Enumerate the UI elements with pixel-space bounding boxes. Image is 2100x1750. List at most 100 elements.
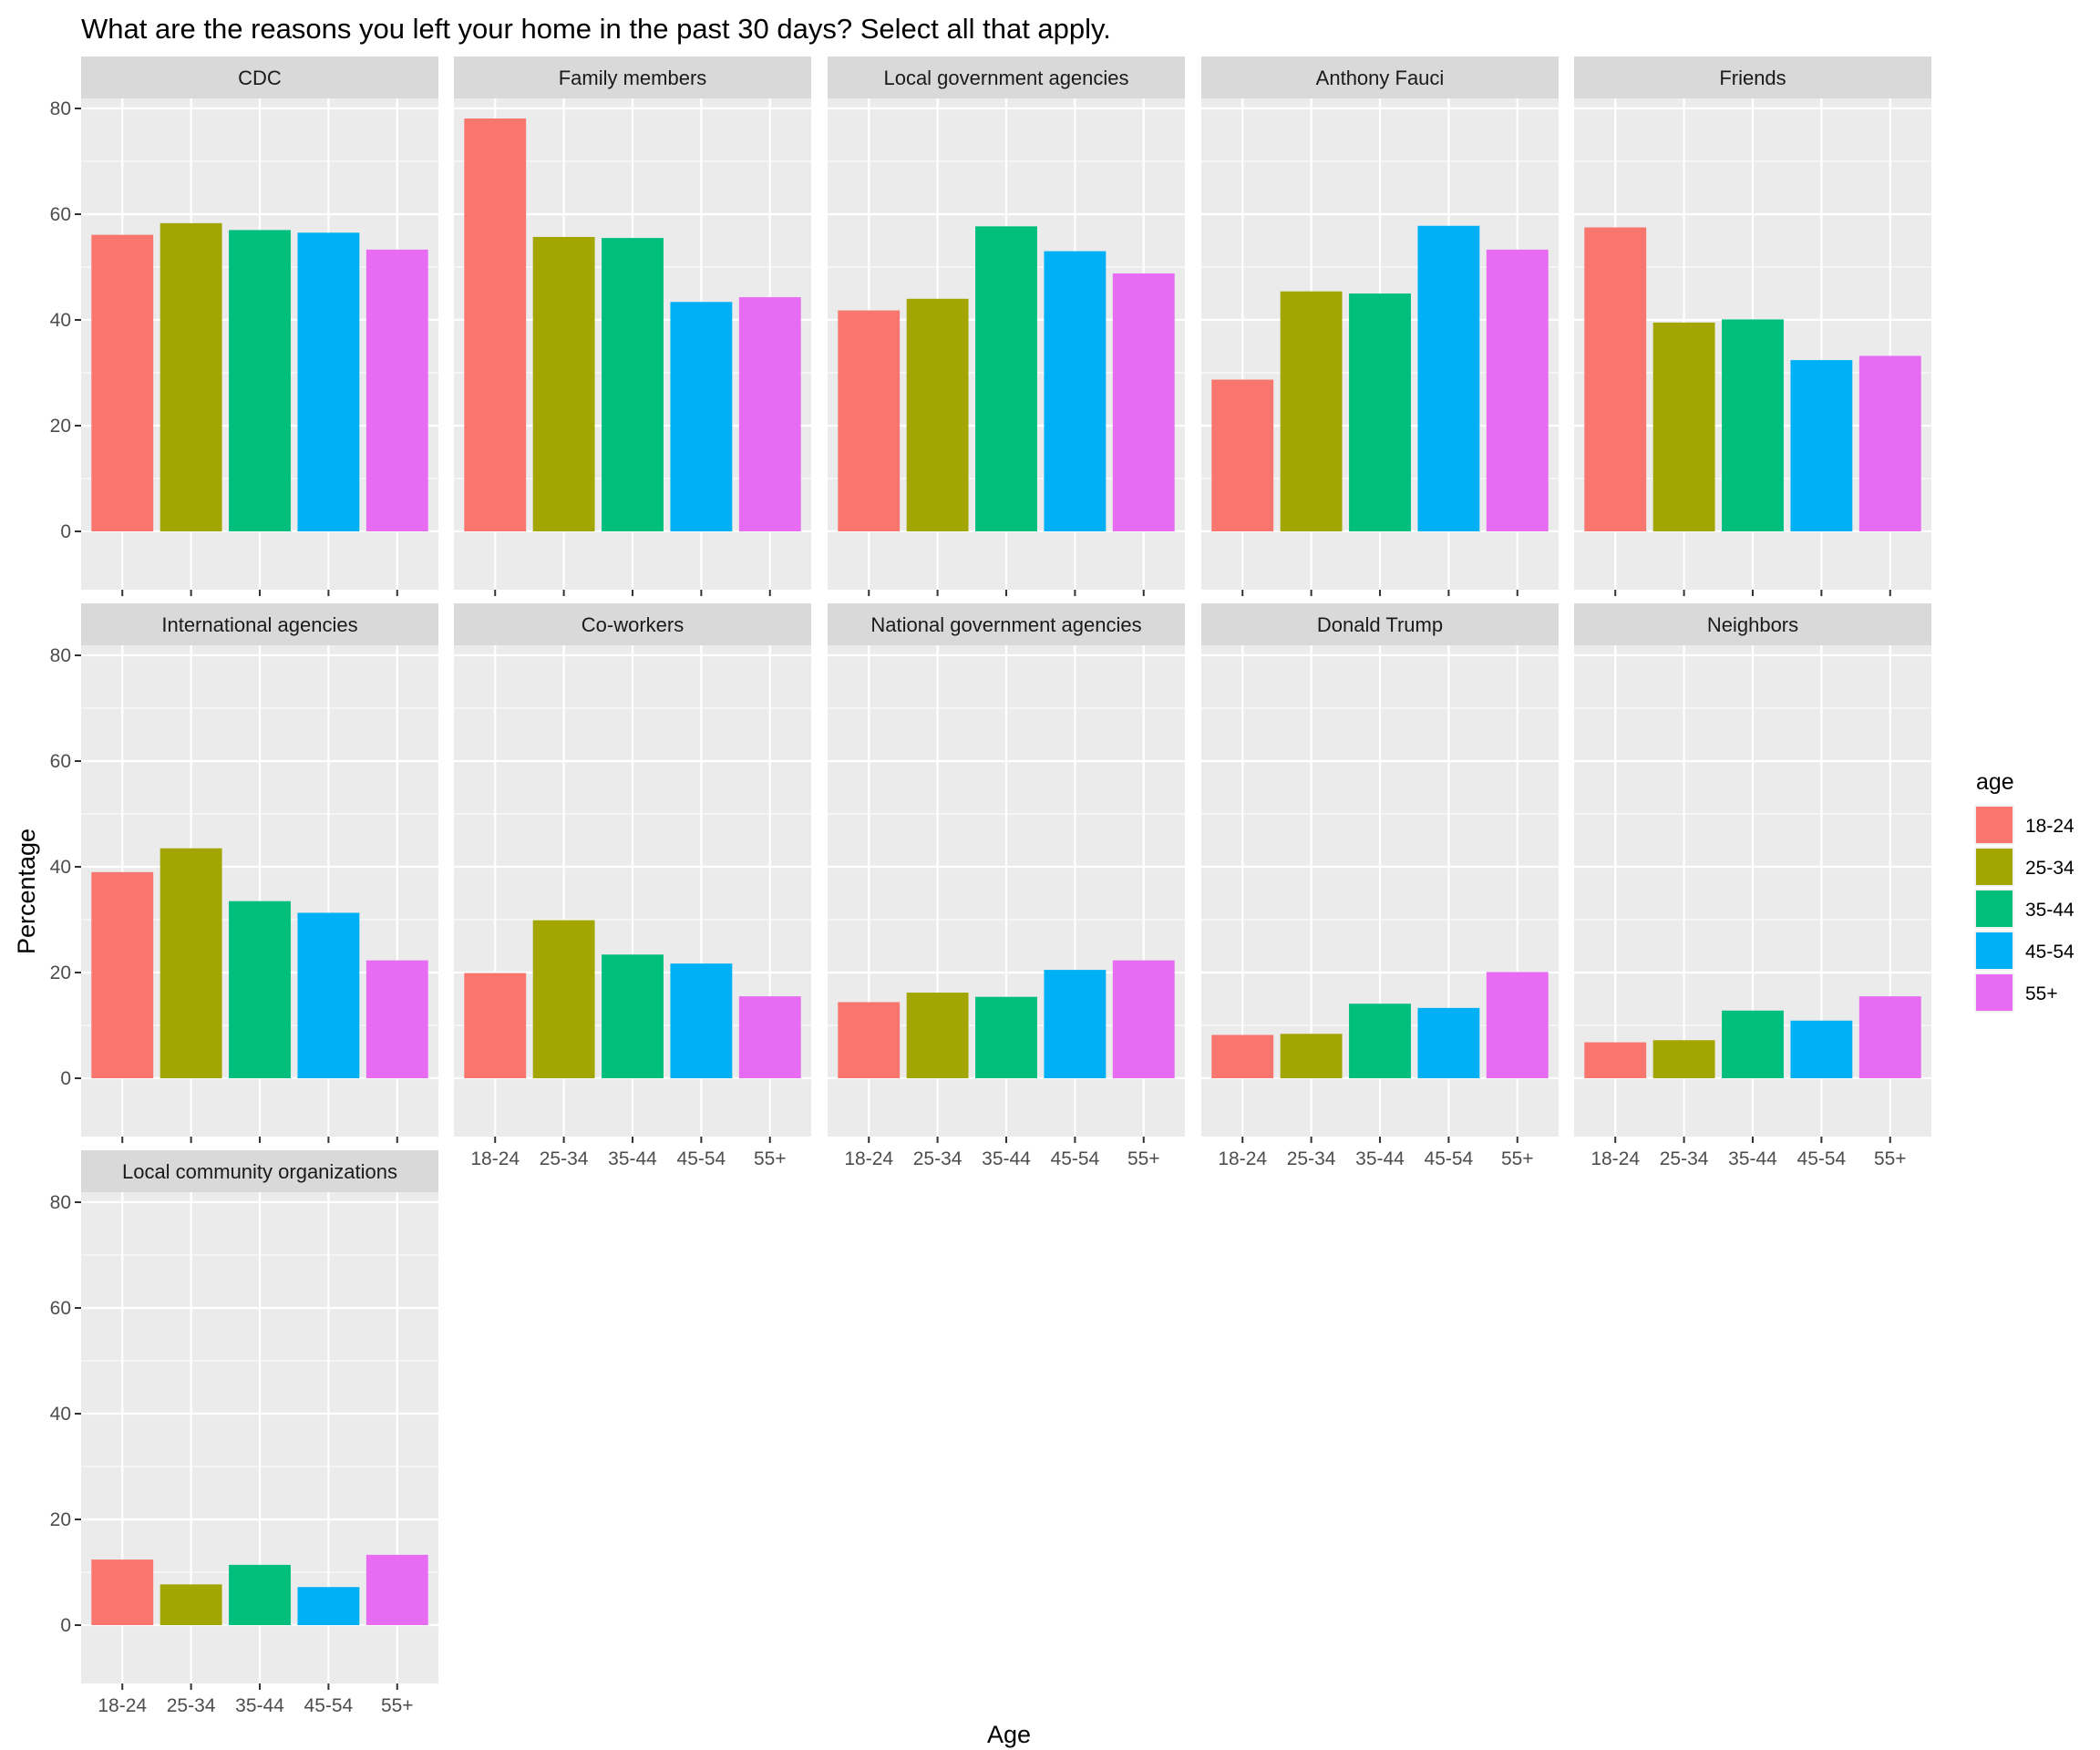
facet-strip-label: Co-workers xyxy=(582,613,684,636)
facet-strip-label: Neighbors xyxy=(1707,613,1798,636)
y-axis-title: Percentage xyxy=(13,829,40,954)
bar-local-community-organizations-45-54 xyxy=(297,1587,360,1625)
bar-international-agencies-35-44 xyxy=(229,901,291,1078)
y-tick-label: 60 xyxy=(50,751,71,772)
x-tick-label: 18-24 xyxy=(470,1148,520,1169)
bar-local-government-agencies-55+ xyxy=(1112,273,1175,531)
bar-co-workers-45-54 xyxy=(670,963,733,1078)
facet-strip xyxy=(454,603,811,645)
bar-friends-25-34 xyxy=(1652,322,1715,531)
x-tick-label: 25-34 xyxy=(540,1148,589,1169)
bar-cdc-18-24 xyxy=(91,234,154,531)
bar-anthony-fauci-55+ xyxy=(1486,249,1549,531)
bar-local-government-agencies-35-44 xyxy=(975,226,1037,531)
legend-swatch-45-54 xyxy=(1976,932,2012,969)
bar-national-government-agencies-35-44 xyxy=(975,996,1037,1078)
legend-swatch-55 xyxy=(1976,974,2012,1011)
bar-family-members-45-54 xyxy=(670,302,733,531)
bar-neighbors-45-54 xyxy=(1790,1020,1853,1078)
facet-strip xyxy=(454,57,811,98)
bar-international-agencies-55+ xyxy=(365,960,428,1078)
x-tick-label: 35-44 xyxy=(1355,1148,1405,1169)
x-tick-label: 25-34 xyxy=(167,1695,216,1716)
facet-strip-label: Family members xyxy=(559,67,707,89)
x-tick-label: 45-54 xyxy=(1051,1148,1100,1169)
y-tick-label: 20 xyxy=(50,416,71,437)
x-tick-label: 55+ xyxy=(1874,1148,1907,1169)
y-tick-label: 40 xyxy=(50,1404,71,1425)
bar-anthony-fauci-18-24 xyxy=(1211,379,1274,531)
bar-co-workers-25-34 xyxy=(532,920,595,1078)
bar-neighbors-18-24 xyxy=(1584,1042,1647,1078)
x-tick-label: 55+ xyxy=(1501,1148,1534,1169)
bar-local-community-organizations-35-44 xyxy=(229,1564,291,1625)
y-tick-label: 80 xyxy=(50,645,71,666)
facet-family-members: Family members xyxy=(454,57,811,596)
x-tick-label: 18-24 xyxy=(1590,1148,1640,1169)
bar-anthony-fauci-25-34 xyxy=(1280,291,1343,531)
bar-cdc-55+ xyxy=(365,249,428,531)
bar-neighbors-35-44 xyxy=(1722,1010,1784,1078)
bar-co-workers-55+ xyxy=(738,996,801,1078)
legend: age 18-24 25-34 35-44 45-54 55+ xyxy=(1974,769,2074,1013)
y-tick-label: 0 xyxy=(60,1615,71,1636)
facet-strip xyxy=(1574,57,1931,98)
facet-strip xyxy=(1574,603,1931,645)
facet-strip xyxy=(828,603,1185,645)
bar-anthony-fauci-45-54 xyxy=(1417,225,1480,531)
bar-local-government-agencies-18-24 xyxy=(838,310,901,531)
x-tick-label: 35-44 xyxy=(608,1148,657,1169)
x-tick-label: 55+ xyxy=(1127,1148,1160,1169)
x-tick-label: 45-54 xyxy=(677,1148,726,1169)
y-tick-label: 60 xyxy=(50,204,71,225)
y-tick-label: 20 xyxy=(50,962,71,983)
bar-local-community-organizations-18-24 xyxy=(91,1560,154,1625)
y-tick-label: 40 xyxy=(50,857,71,878)
x-axis-title: Age xyxy=(987,1721,1031,1748)
bar-donald-trump-25-34 xyxy=(1280,1034,1343,1078)
bar-family-members-18-24 xyxy=(464,118,527,531)
facet-cdc: CDC 0 20 40 60 80 xyxy=(50,57,438,596)
x-tick-label: 25-34 xyxy=(1287,1148,1336,1169)
bar-international-agencies-45-54 xyxy=(297,912,360,1078)
y-tick-label: 0 xyxy=(60,1068,71,1089)
x-tick-label: 45-54 xyxy=(304,1695,354,1716)
x-tick-label: 35-44 xyxy=(235,1695,284,1716)
bar-local-government-agencies-25-34 xyxy=(906,298,969,531)
legend-label: 25-34 xyxy=(2025,858,2074,879)
facet-strip-label: Donald Trump xyxy=(1317,613,1443,636)
bar-local-community-organizations-55+ xyxy=(365,1554,428,1625)
bar-family-members-35-44 xyxy=(602,238,664,531)
facet-strip-label: National government agencies xyxy=(870,613,1141,636)
facet-panels: CDC 0 20 40 60 80 Family members Local governme… xyxy=(50,57,1931,1716)
bar-friends-35-44 xyxy=(1722,319,1784,531)
legend-label: 18-24 xyxy=(2025,816,2074,837)
facet-friends: Friends xyxy=(1574,57,1931,596)
bar-donald-trump-45-54 xyxy=(1417,1007,1480,1078)
bar-friends-55+ xyxy=(1858,355,1921,531)
x-tick-label: 25-34 xyxy=(913,1148,962,1169)
bar-co-workers-18-24 xyxy=(464,973,527,1078)
x-tick-label: 45-54 xyxy=(1797,1148,1847,1169)
bar-cdc-45-54 xyxy=(297,232,360,532)
bar-national-government-agencies-55+ xyxy=(1112,960,1175,1078)
facet-strip xyxy=(1201,57,1559,98)
x-tick-label: 55+ xyxy=(754,1148,787,1169)
y-tick-label: 40 xyxy=(50,310,71,331)
facet-national-government-agencies: National government agencies 18-24 25-34 35… xyxy=(828,603,1185,1169)
facet-local-government-agencies: Local government agencies xyxy=(828,57,1185,596)
bar-donald-trump-35-44 xyxy=(1349,1004,1411,1078)
facet-strip-label: CDC xyxy=(238,67,282,89)
facet-donald-trump: Donald Trump 18-24 25-34 35-44 45-54 55+ xyxy=(1201,603,1559,1169)
legend-label: 55+ xyxy=(2025,983,2058,1004)
legend-swatch-18-24 xyxy=(1976,807,2012,843)
y-tick-label: 0 xyxy=(60,521,71,542)
x-tick-label: 18-24 xyxy=(844,1148,893,1169)
y-tick-label: 80 xyxy=(50,98,71,119)
bar-family-members-25-34 xyxy=(532,236,595,531)
bar-family-members-55+ xyxy=(738,297,801,531)
facet-strip xyxy=(81,57,438,98)
bar-local-community-organizations-25-34 xyxy=(160,1584,222,1625)
facet-local-community-organizations: Local community organizations 0 20 40 60 80 18… xyxy=(50,1150,438,1716)
bar-cdc-35-44 xyxy=(229,230,291,531)
